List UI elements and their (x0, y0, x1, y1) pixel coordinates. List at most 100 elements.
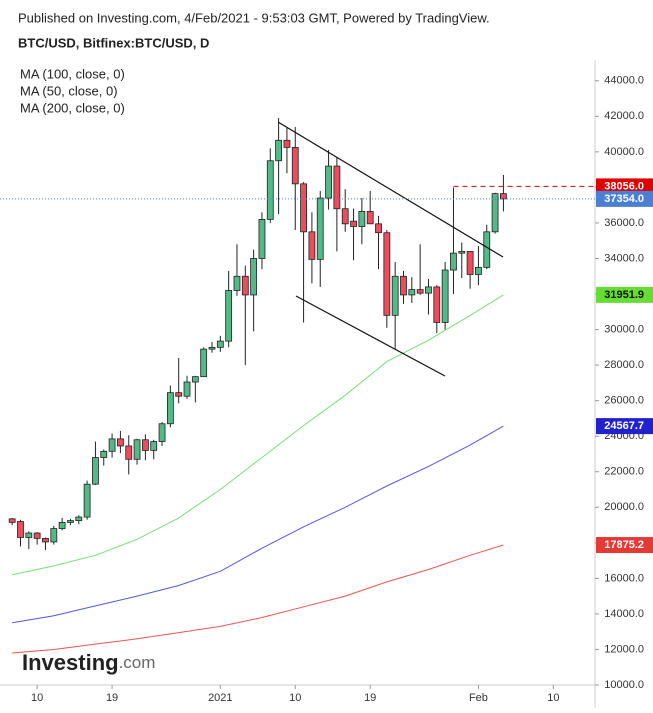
candle-body (366, 210, 374, 225)
candle-body (483, 231, 491, 268)
candle-body (291, 147, 299, 185)
legend-entry: MA (100, close, 0) (20, 66, 125, 81)
candle-body (50, 528, 58, 543)
y-tick-label: 30000.0 (604, 323, 644, 335)
candle-body (308, 231, 316, 260)
candle-body (108, 438, 116, 452)
header: Published on Investing.com, 4/Feb/2021 -… (18, 10, 490, 25)
y-tick-label: 14000.0 (604, 608, 644, 620)
candle-body (208, 346, 216, 350)
candle-body (433, 286, 441, 323)
price-label: 37354.0 (604, 193, 644, 205)
ma-label: 24567.7 (604, 420, 644, 432)
y-tick-label: 22000.0 (604, 466, 644, 478)
ma-label-box (596, 286, 653, 303)
candle-body (67, 520, 74, 523)
candle-body (33, 532, 41, 539)
candle-body (191, 376, 199, 383)
candle-body (8, 518, 16, 523)
candle-body (283, 139, 291, 148)
candle-body (491, 193, 499, 233)
candle-body (42, 537, 49, 543)
ma-label: 17875.2 (604, 539, 644, 551)
candle-body (450, 252, 457, 271)
candle-body (125, 445, 133, 460)
candle-body (266, 160, 274, 220)
x-tick-label: 19 (106, 692, 118, 704)
candle-body (175, 392, 183, 397)
candle-body (325, 165, 332, 199)
candle-body (241, 275, 249, 296)
plot: 10000.012000.014000.016000.018000.020000… (8, 66, 644, 704)
ma-label: 31951.9 (604, 289, 644, 301)
candle-body (425, 286, 432, 294)
candle-body (458, 250, 466, 254)
y-tick-label: 10000.0 (604, 679, 644, 691)
y-tick-label: 16000.0 (604, 572, 644, 584)
price-label-box (596, 178, 653, 195)
candle-body (141, 439, 149, 451)
legend-entry: MA (50, close, 0) (20, 83, 118, 98)
candle-body (92, 457, 99, 485)
legend-entry: MA (200, close, 0) (20, 100, 125, 115)
candle-body (133, 439, 141, 460)
chart-title: BTC/USD, Bitfinex:BTC/USD, D (18, 35, 209, 50)
ma-line (12, 425, 504, 624)
candle-body (333, 165, 341, 210)
candle-body (158, 423, 166, 442)
x-tick-label: 10 (31, 692, 43, 704)
candle-body (375, 223, 382, 234)
y-tick-label: 34000.0 (604, 252, 644, 264)
candle-body (200, 348, 208, 378)
candle-body (408, 289, 416, 296)
trend-line (295, 295, 446, 377)
candle-body (225, 290, 233, 342)
candle-body (391, 275, 399, 316)
candle-body (75, 516, 83, 522)
candle-body (416, 289, 424, 294)
ma-line (12, 294, 504, 576)
candle-body (233, 275, 241, 291)
candle-body (475, 266, 482, 275)
candle-body (117, 438, 124, 447)
candle-body (383, 232, 391, 316)
candle-body (316, 197, 324, 260)
candle-body (275, 139, 283, 162)
candle-body (500, 193, 507, 200)
y-tick-label: 20000.0 (604, 501, 644, 513)
candle-body (58, 521, 66, 530)
candle-body (25, 532, 33, 538)
candle-body (300, 183, 307, 233)
candle-body (83, 483, 91, 518)
x-tick-label: 10 (289, 692, 301, 704)
y-tick-label: 26000.0 (604, 395, 644, 407)
candle-body (350, 220, 357, 227)
y-tick-label: 42000.0 (604, 110, 644, 122)
x-tick-label: 2021 (208, 692, 232, 704)
y-tick-label: 36000.0 (604, 217, 644, 229)
candle-body (358, 210, 366, 227)
x-tick-label: 19 (364, 692, 376, 704)
candle-body (400, 275, 407, 296)
trend-line (277, 121, 504, 258)
y-tick-label: 44000.0 (604, 75, 644, 87)
candle-body (17, 521, 24, 538)
logo: Investing.com (22, 650, 155, 675)
candle-body (100, 450, 108, 458)
candle-body (441, 269, 449, 323)
candle-body (341, 208, 349, 225)
ma-label-box (596, 537, 653, 554)
candle-body (183, 381, 191, 397)
y-tick-label: 28000.0 (604, 359, 644, 371)
candle-body (258, 218, 266, 259)
ma-label-box (596, 418, 653, 435)
candle-body (216, 340, 224, 348)
candle-body (150, 441, 158, 451)
candle-body (166, 392, 174, 425)
x-tick-label: 10 (547, 692, 559, 704)
y-tick-label: 12000.0 (604, 643, 644, 655)
x-tick-label: Feb (469, 692, 488, 704)
